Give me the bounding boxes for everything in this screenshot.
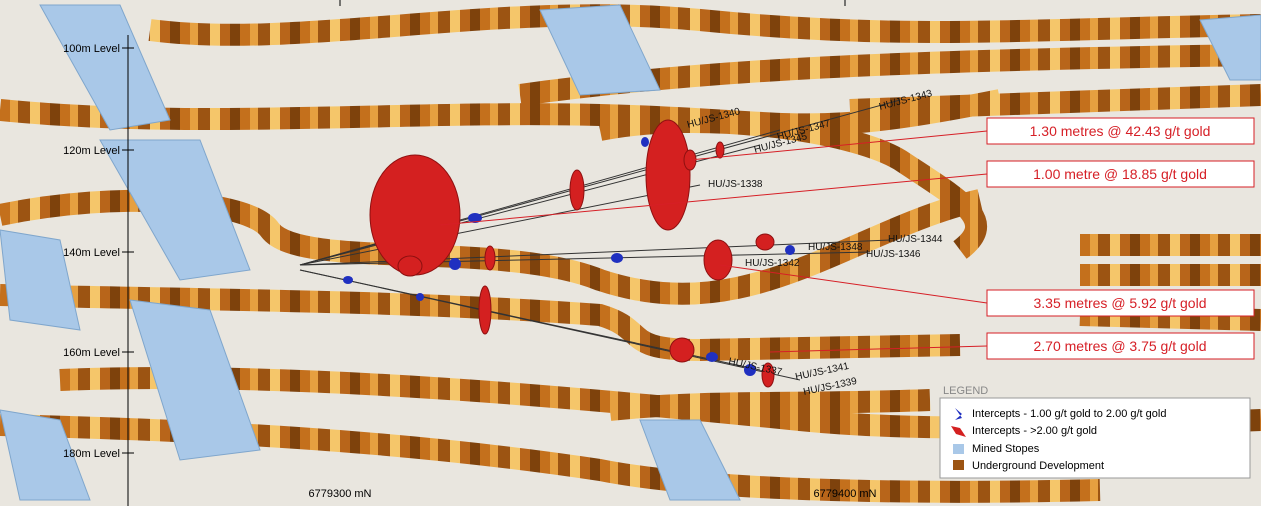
hole-label: HU/JS-1338 (708, 179, 763, 190)
hole-label: HU/JS-1346 (866, 249, 921, 260)
northing-label: 6779300 mN (309, 488, 372, 500)
legend-item: Mined Stopes (972, 443, 1040, 455)
hole-label: HU/JS-1344 (888, 234, 943, 245)
callout-text: 1.30 metres @ 42.43 g/t gold (1030, 123, 1211, 139)
northing-label: 6779400 mN (814, 488, 877, 500)
level-axis: 100m Level 120m Level 140m Level 160m Le… (63, 35, 134, 506)
level-label: 180m Level (63, 448, 120, 460)
legend: LEGEND Intercepts - 1.00 g/t gold to 2.0… (939, 385, 1251, 479)
legend-title: LEGEND (943, 385, 988, 397)
level-label: 100m Level (63, 43, 120, 55)
callout-text: 3.35 metres @ 5.92 g/t gold (1034, 295, 1207, 311)
level-label: 120m Level (63, 145, 120, 157)
callouts: 1.30 metres @ 42.43 g/t gold 1.00 metre … (986, 117, 1255, 360)
level-label: 140m Level (63, 247, 120, 259)
legend-item: Intercepts - >2.00 g/t gold (972, 425, 1097, 437)
low-grade-intercepts (343, 137, 795, 376)
mined-stopes (0, 4, 1261, 501)
hole-label: HU/JS-1342 (745, 258, 800, 269)
legend-item: Underground Development (972, 460, 1104, 472)
callout-text: 1.00 metre @ 18.85 g/t gold (1033, 166, 1207, 182)
callout-text: 2.70 metres @ 3.75 g/t gold (1034, 338, 1207, 354)
legend-item: Intercepts - 1.00 g/t gold to 2.00 g/t g… (972, 408, 1166, 420)
level-label: 160m Level (63, 347, 120, 359)
hole-label: HU/JS-1348 (808, 242, 863, 253)
callout-leaders (439, 130, 988, 353)
